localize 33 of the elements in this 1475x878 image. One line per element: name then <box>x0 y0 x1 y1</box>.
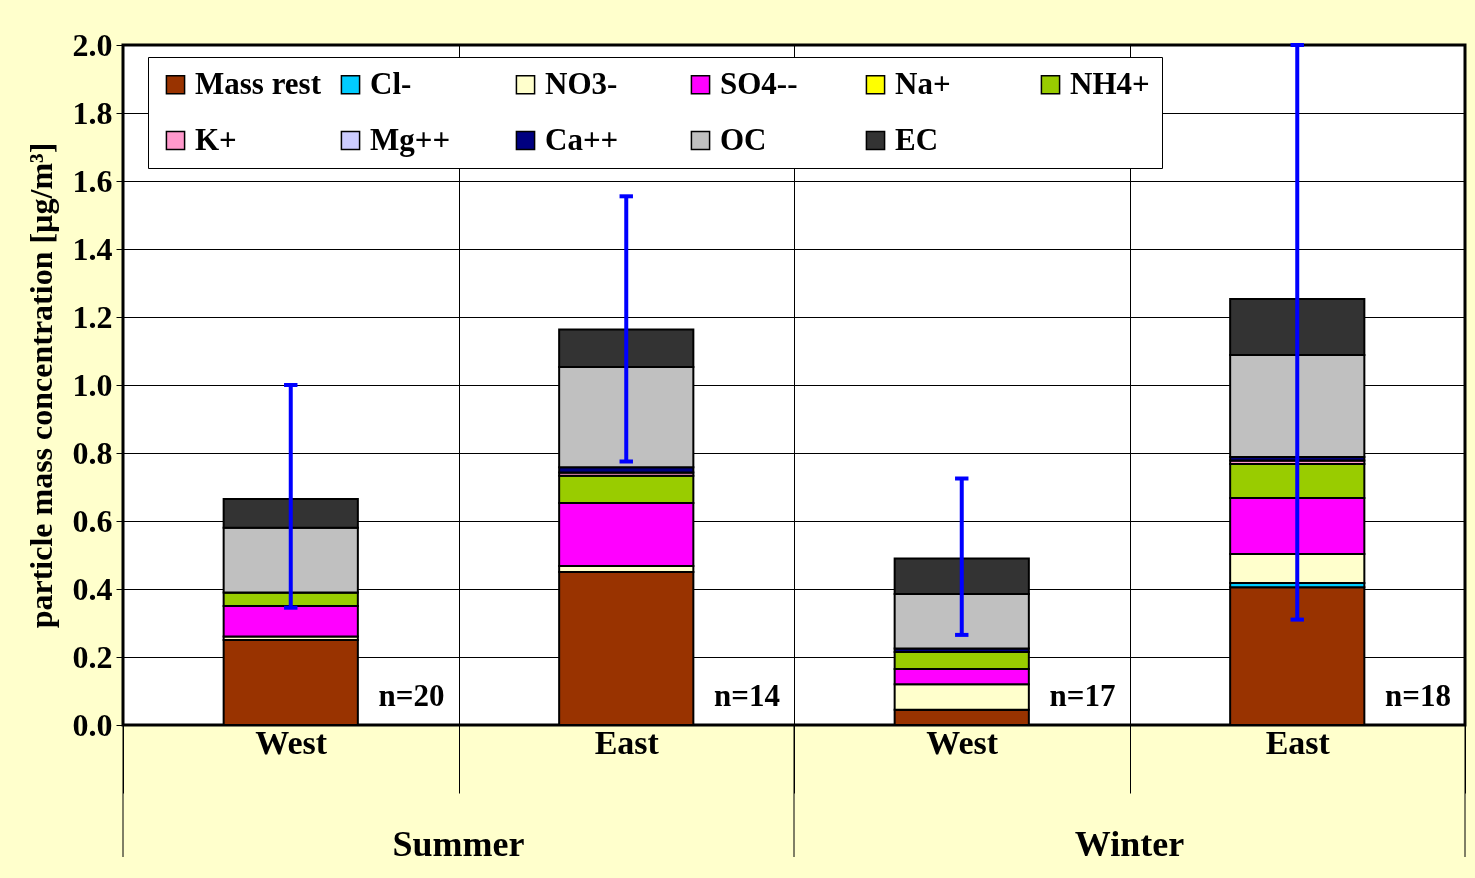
y-axis-title: particle mass concentration [µg/m³] <box>22 142 59 629</box>
legend-label: Mass rest <box>195 65 322 101</box>
y-tick-label: 1.8 <box>72 94 113 131</box>
annotation: n=20 <box>378 678 445 713</box>
y-tick-label: 1.4 <box>72 230 113 267</box>
y-tick-label: 1.0 <box>72 366 113 403</box>
x-tick-label: West <box>255 723 328 761</box>
text: Summer <box>392 824 525 864</box>
x-tick-label: East <box>1265 723 1331 761</box>
legend-label: Cl- <box>370 65 412 101</box>
y-tick-label: 1.6 <box>72 162 113 199</box>
legend-label: Na+ <box>895 65 951 101</box>
legend-label: Mg++ <box>370 121 451 157</box>
y-tick-label: 0.4 <box>72 570 113 607</box>
legend-label: NH4+ <box>1070 65 1150 101</box>
annotation: n=18 <box>1385 678 1451 713</box>
legend-label: OC <box>720 121 767 157</box>
x-tick-label: West <box>926 723 999 761</box>
annotation: n=14 <box>714 678 780 713</box>
y-tick-label: 0.0 <box>72 706 113 743</box>
y-tick-label: 2.0 <box>72 26 113 63</box>
legend-label: SO4-- <box>720 65 798 101</box>
y-tick-label: 1.2 <box>72 298 113 335</box>
legend-label: K+ <box>195 121 237 157</box>
annotation: n=17 <box>1049 678 1116 713</box>
x-tick-label: East <box>594 723 660 761</box>
y-tick-label: 0.6 <box>72 502 113 539</box>
y-tick-label: 0.8 <box>72 434 113 471</box>
legend-label: NO3- <box>545 65 618 101</box>
legend-label: Ca++ <box>545 121 619 157</box>
text: Winter <box>1074 824 1185 864</box>
legend-label: EC <box>895 121 939 157</box>
y-tick-label: 0.2 <box>72 638 113 675</box>
